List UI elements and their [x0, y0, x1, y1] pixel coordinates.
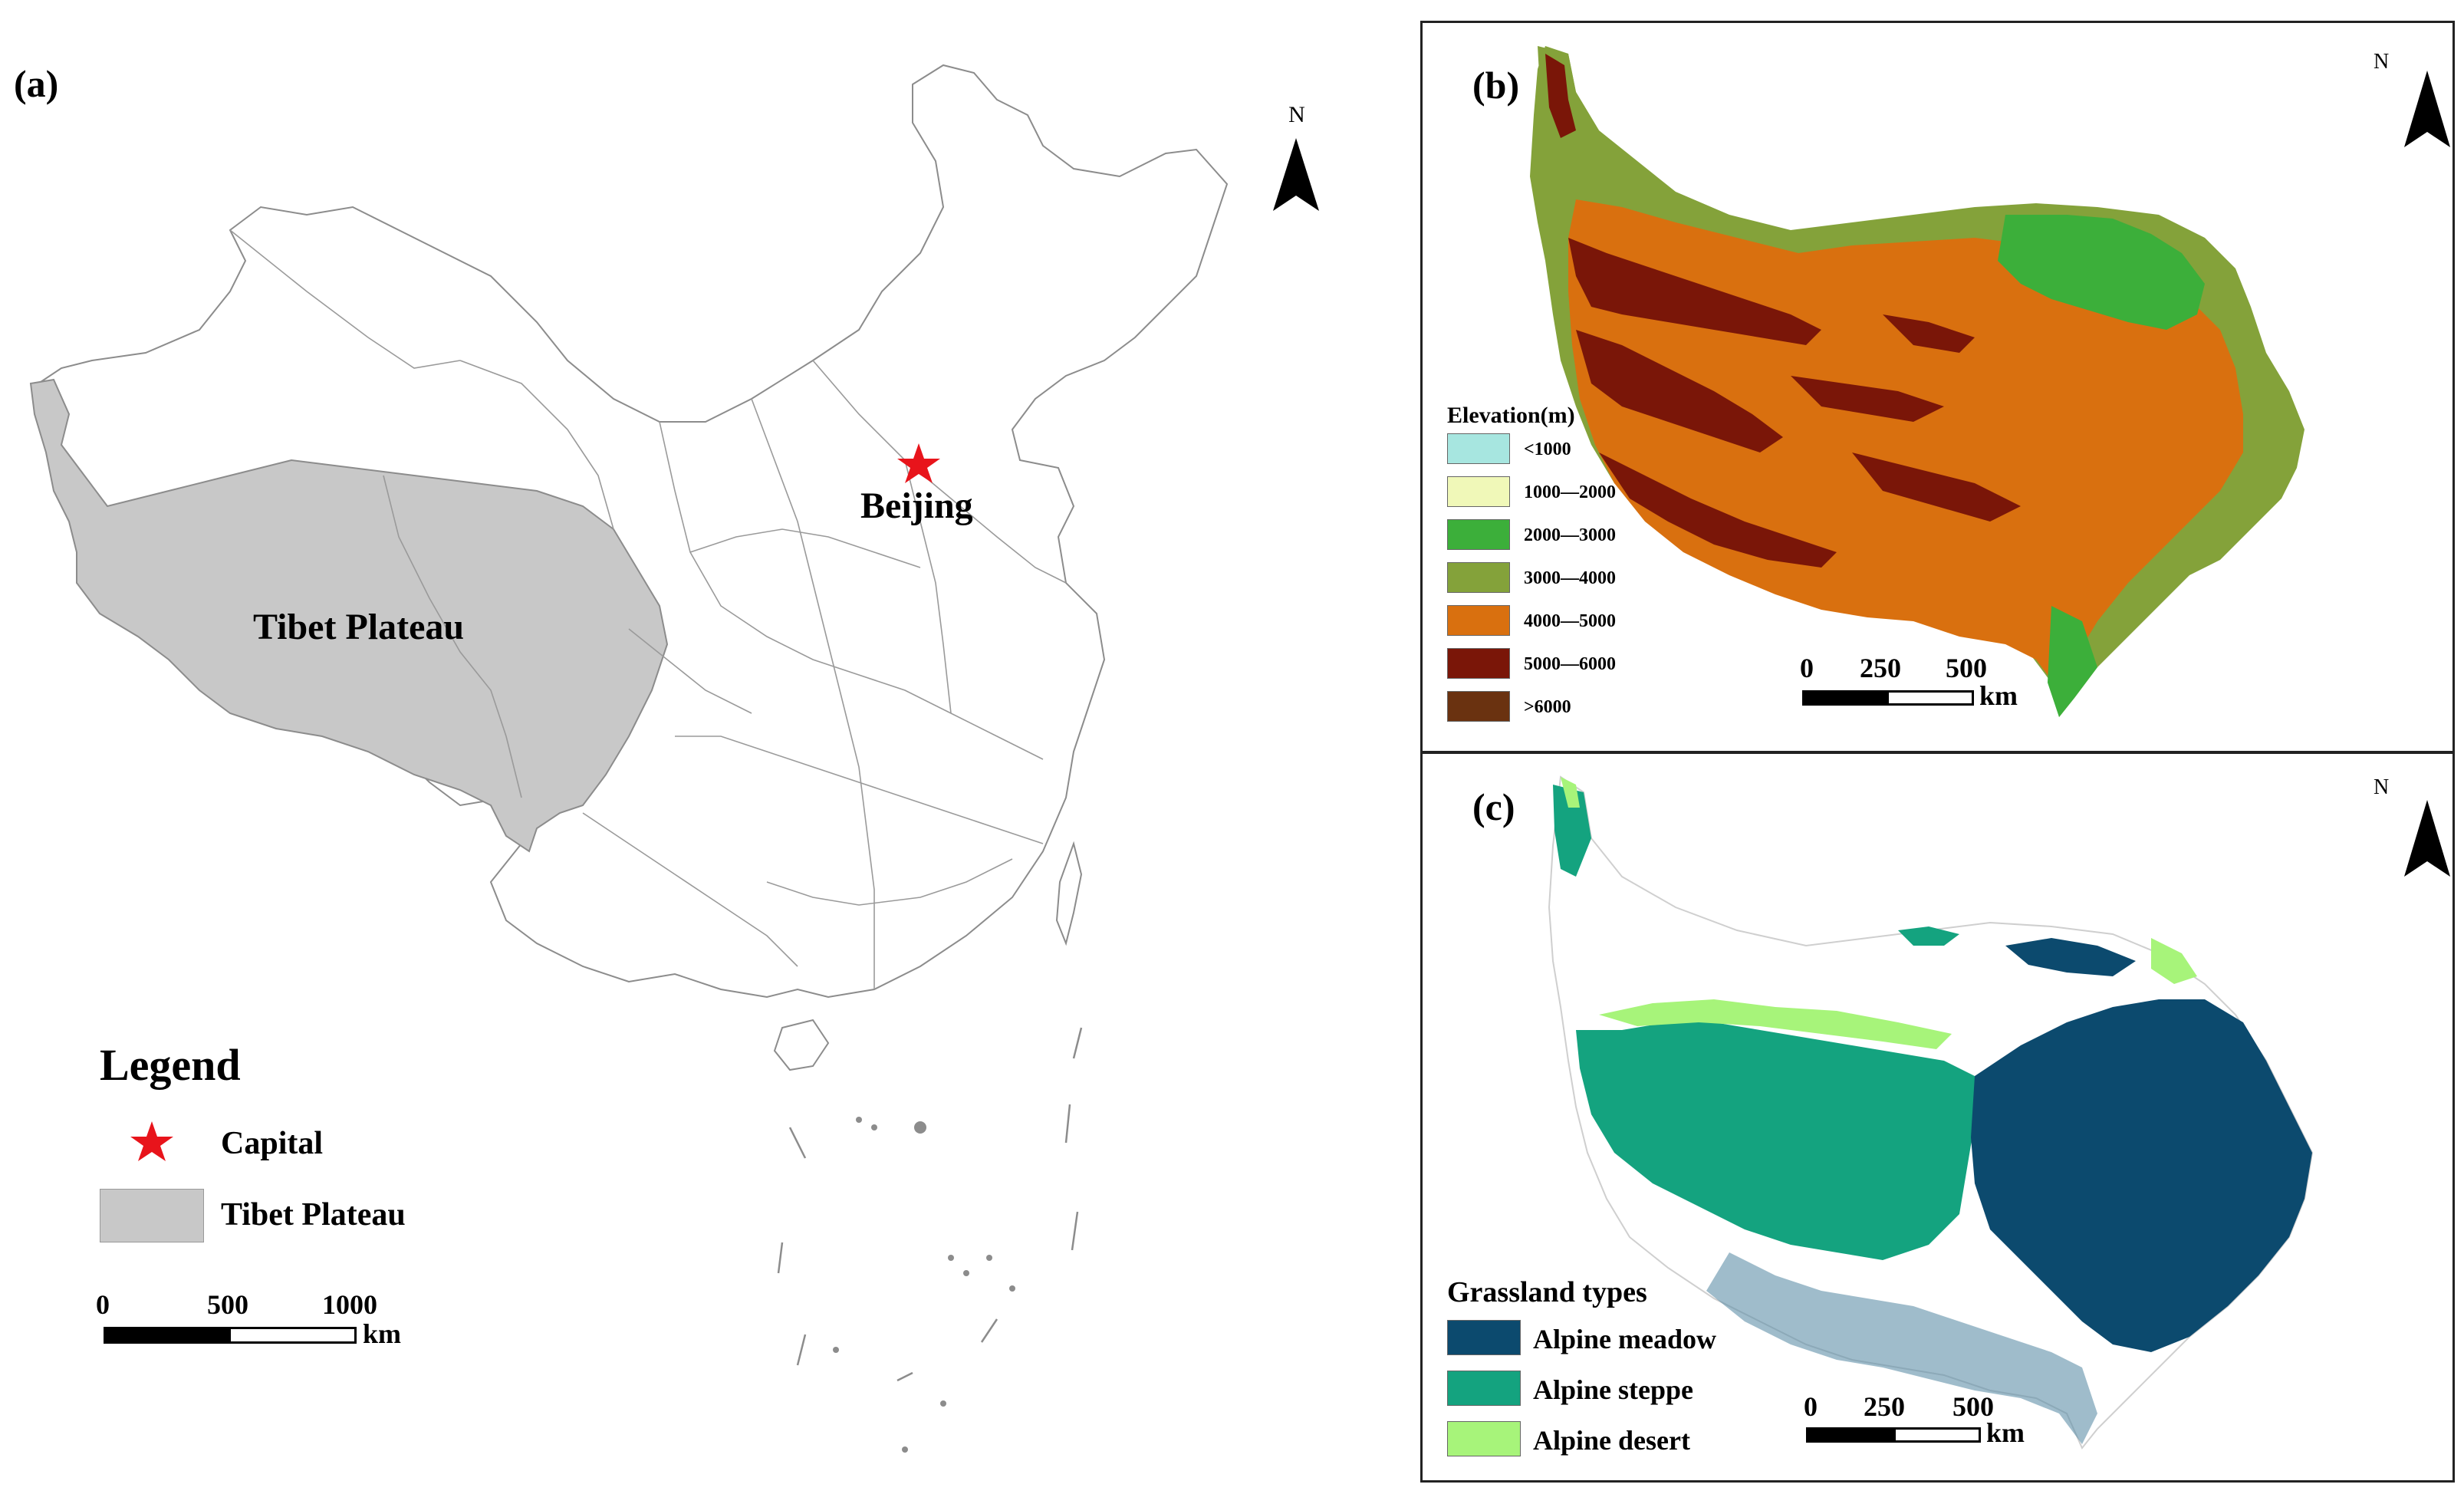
south-china-sea-dashes: [777, 1027, 1083, 1382]
panel-b-label: (b): [1472, 64, 1520, 107]
scale-bar-b: 0 250 500 km: [1798, 652, 2105, 729]
legend-c-swatch-2: [1447, 1421, 1521, 1456]
north-label-a: N: [1288, 102, 1305, 127]
tibet-plateau-region: [29, 378, 669, 853]
legend-swatch-2: [1447, 519, 1510, 550]
legend-b-item-1: 1000—2000: [1524, 482, 1616, 502]
north-label-b: N: [2374, 50, 2390, 74]
scale-tick-500: 500: [207, 1289, 248, 1320]
legend-swatch-0: [1447, 433, 1510, 464]
panel-c: (c) N Grassland types Alpine meadow Alpi…: [1420, 752, 2455, 1483]
legend-b-item-0: <1000: [1524, 439, 1571, 459]
panel-b: (b) N Elevation(m) <1000 1000—2000 2000—…: [1420, 21, 2455, 753]
beijing-label: Beijing: [860, 485, 973, 526]
legend-b-item-2: 2000—3000: [1524, 525, 1616, 545]
legend-b-item-5: 5000—6000: [1524, 654, 1616, 674]
legend-c: Grassland types Alpine meadow Alpine ste…: [1447, 1275, 1831, 1475]
scale-c-tick-2: 500: [1952, 1391, 1994, 1422]
elevation-legend-title: Elevation(m): [1447, 403, 1575, 428]
legend-b-item-6: >6000: [1524, 697, 1571, 717]
north-arrow-icon-a: [1273, 138, 1296, 211]
legend-b: Elevation(m) <1000 1000—2000 2000—3000 3…: [1447, 403, 1754, 748]
scale-b-tick-1: 250: [1860, 653, 1901, 683]
scale-bar-graphic: [104, 1327, 357, 1344]
legend-c-swatch-0: [1447, 1320, 1521, 1355]
panel-a-label: (a): [14, 62, 59, 105]
legend-swatch-tibet: [100, 1189, 204, 1242]
scale-bar-a: 0 500 1000 km: [96, 1288, 445, 1365]
legend-c-swatch-1: [1447, 1371, 1521, 1406]
legend-b-item-3: 3000—4000: [1524, 568, 1616, 588]
islets: [833, 1117, 1015, 1453]
scale-b-unit: km: [1979, 680, 2018, 711]
elevation-map: [1530, 46, 2304, 717]
legend-swatch-3: [1447, 562, 1510, 593]
grassland-legend-title: Grassland types: [1447, 1276, 1647, 1308]
grassland-map: [1548, 775, 2314, 1450]
capital-star-icon: [897, 443, 940, 483]
scale-bar-c: 0 250 500 km: [1802, 1390, 2109, 1467]
hainan-island: [773, 1019, 830, 1071]
legend-c-item-2: Alpine desert: [1533, 1425, 1690, 1456]
panel-c-label: (c): [1472, 785, 1515, 828]
scale-tick-0: 0: [96, 1289, 110, 1320]
legend-item-capital: Capital: [221, 1126, 324, 1161]
red-star-icon: [130, 1121, 173, 1161]
scale-unit: km: [363, 1318, 402, 1349]
north-arrow-icon-c: [2404, 800, 2450, 877]
scale-c-tick-1: 250: [1864, 1391, 1905, 1422]
scale-c-unit: km: [1986, 1417, 2025, 1448]
legend-swatch-6: [1447, 691, 1510, 722]
legend-c-item-1: Alpine steppe: [1533, 1374, 1694, 1405]
legend-c-item-0: Alpine meadow: [1533, 1324, 1717, 1354]
scale-b-tick-2: 500: [1946, 653, 1987, 683]
legend-b-item-4: 4000—5000: [1524, 611, 1616, 631]
taiwan-island: [1055, 841, 1083, 946]
legend-a: Legend Capital Tibet Plateau: [100, 1039, 560, 1269]
tibet-plateau-label: Tibet Plateau: [253, 607, 465, 647]
legend-swatch-4: [1447, 605, 1510, 636]
legend-item-tibet: Tibet Plateau: [221, 1197, 406, 1232]
legend-swatch-1: [1447, 476, 1510, 507]
legend-title: Legend: [100, 1040, 241, 1090]
scale-c-tick-0: 0: [1804, 1391, 1818, 1422]
scale-b-tick-0: 0: [1800, 653, 1814, 683]
legend-swatch-5: [1447, 648, 1510, 679]
north-arrow-icon-b: [2404, 71, 2450, 147]
scale-tick-1000: 1000: [322, 1289, 377, 1320]
north-label-c: N: [2374, 775, 2390, 799]
